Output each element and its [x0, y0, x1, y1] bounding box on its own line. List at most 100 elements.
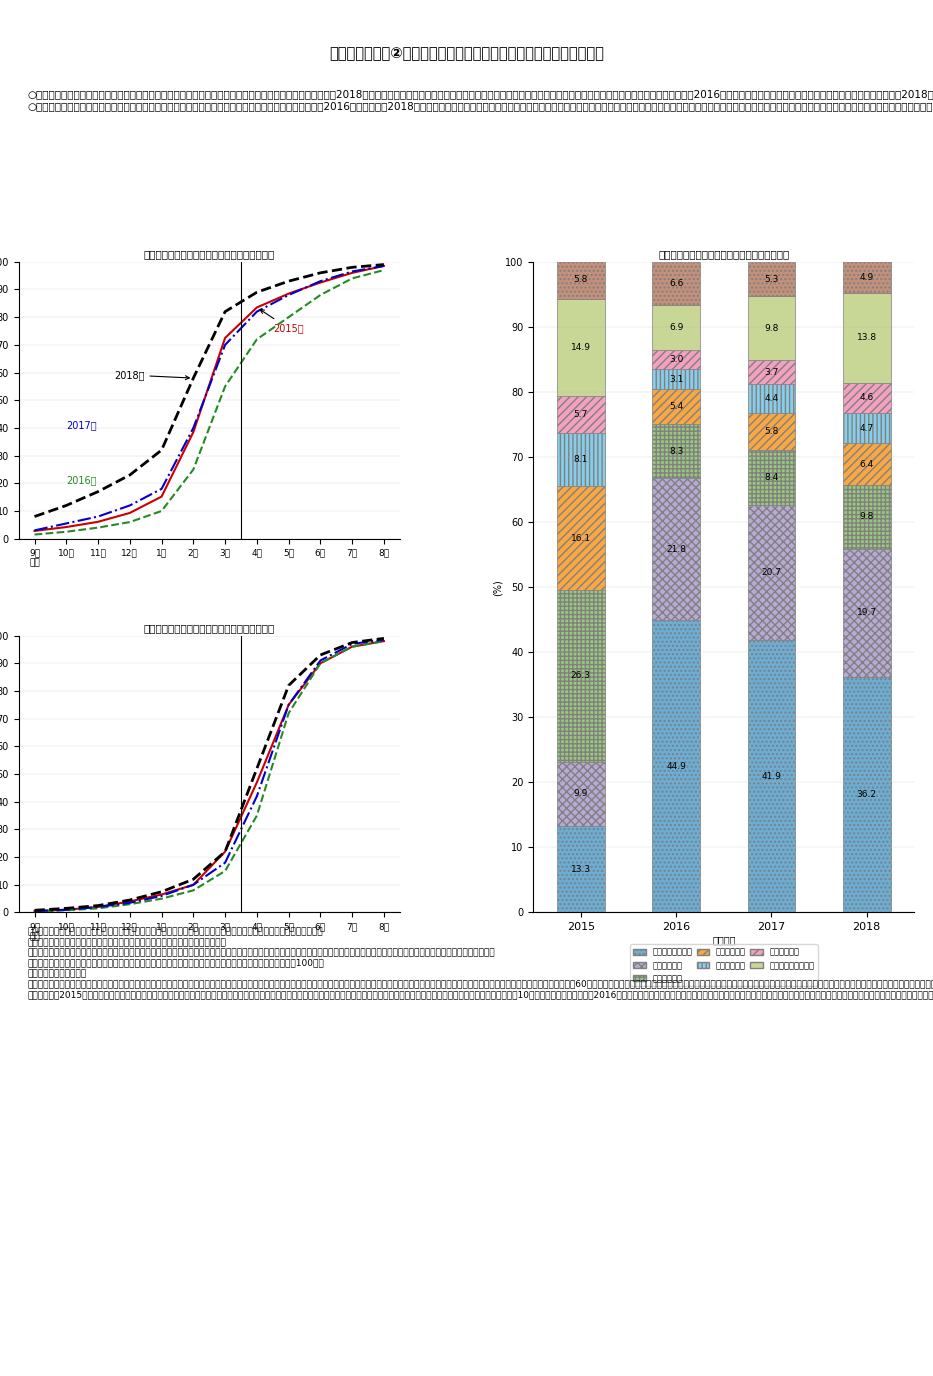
2018年: [188, 370, 199, 387]
2015年: [283, 696, 294, 713]
2017年: [29, 903, 40, 919]
2016年: [29, 526, 40, 542]
Text: 13.8: 13.8: [856, 333, 877, 343]
2017年: [314, 272, 326, 289]
2016年: [283, 705, 294, 721]
Bar: [842, 293, 890, 383]
Bar: [842, 484, 890, 549]
2016年: [219, 863, 230, 879]
Bar: [557, 486, 605, 590]
Bar: [747, 505, 795, 640]
Bar: [652, 424, 700, 479]
Bar: [842, 383, 890, 413]
2015年: [124, 893, 135, 910]
Bar: [842, 443, 890, 484]
Legend: ３ヶ月間程度以内, ４ヶ月間程度, ５ヶ月間程度, ６ヶ月間程度, ７ヶ月間程度, ８ヶ月間程度, まだ終わっていない: ３ヶ月間程度以内, ４ヶ月間程度, ５ヶ月間程度, ６ヶ月間程度, ７ヶ月間程度…: [630, 944, 817, 987]
2016年: [188, 461, 199, 477]
Bar: [747, 413, 795, 450]
2017年: [61, 901, 72, 918]
2017年: [61, 515, 72, 531]
2015年: [346, 264, 357, 281]
2016年: [378, 261, 389, 278]
Line: 2018年: 2018年: [35, 264, 383, 516]
Text: 3.0: 3.0: [669, 355, 683, 363]
2016年: [124, 513, 135, 530]
Text: 3.1: 3.1: [669, 374, 683, 384]
2017年: [156, 480, 167, 497]
Text: コラム１－２－②図　就職活動の始まりと終わりの時期の認識の推移: コラム１－２－②図 就職活動の始まりと終わりの時期の認識の推移: [329, 45, 604, 61]
Text: 4.6: 4.6: [859, 394, 874, 402]
2017年: [378, 632, 389, 648]
Line: 2015年: 2015年: [35, 266, 383, 531]
2016年: [92, 900, 104, 916]
Bar: [557, 826, 605, 912]
2018年: [92, 897, 104, 914]
2016年: [188, 882, 199, 899]
Text: 8.1: 8.1: [574, 455, 588, 464]
2017年: [188, 877, 199, 893]
2015年: [188, 877, 199, 893]
2017年: [92, 899, 104, 915]
Title: （３）就職活動の始まりから終わりまでの期間: （３）就職活動の始まりから終わりまでの期間: [658, 249, 789, 260]
Line: 2017年: 2017年: [35, 266, 383, 530]
Text: 13.3: 13.3: [571, 864, 591, 874]
Text: 44.9: 44.9: [666, 762, 686, 771]
2018年: [156, 442, 167, 458]
2017年: [283, 286, 294, 303]
2015年: [378, 257, 389, 274]
Line: 2016年: 2016年: [35, 270, 383, 534]
2017年: [156, 888, 167, 904]
Text: 8.4: 8.4: [764, 473, 778, 483]
2017年: [92, 508, 104, 524]
2016年: [346, 638, 357, 655]
Y-axis label: (%): (%): [493, 579, 502, 596]
2015年: [378, 633, 389, 649]
2018年: [61, 497, 72, 513]
2016年: [61, 903, 72, 919]
2018年: [314, 647, 326, 663]
Bar: [557, 396, 605, 433]
2015年: [92, 513, 104, 530]
Bar: [652, 621, 700, 912]
Text: 6.6: 6.6: [669, 279, 683, 288]
2015年: [156, 886, 167, 903]
Bar: [652, 261, 700, 304]
2015年: [314, 274, 326, 290]
2015年: [29, 523, 40, 539]
2016年: [251, 808, 262, 824]
2016年: [346, 270, 357, 286]
Title: （１）就職活動の始まりの時期についての認識: （１）就職活動の始まりの時期についての認識: [144, 249, 275, 260]
2016年: [251, 332, 262, 348]
2015年: [346, 638, 357, 655]
2018年: [346, 634, 357, 651]
Bar: [747, 261, 795, 296]
2018年: [251, 283, 262, 300]
Bar: [557, 433, 605, 486]
2018年: [124, 892, 135, 908]
Bar: [842, 413, 890, 443]
Text: 26.3: 26.3: [571, 671, 591, 681]
2015年: [29, 903, 40, 919]
Text: 19.7: 19.7: [856, 608, 877, 618]
2015年: [219, 843, 230, 860]
2017年: [346, 636, 357, 652]
Bar: [652, 350, 700, 369]
Text: 2018年: 2018年: [114, 370, 189, 380]
Bar: [747, 640, 795, 912]
Line: 2016年: 2016年: [35, 641, 383, 912]
2018年: [29, 508, 40, 524]
Text: 資料出所　内閣府「学生の就職・採用活動開始時期等に関する調査」をもとに厚生労働省政策統括官付政策統括室にて作成
（注）　１）大学４年生を対象に、公務員及び教職員: 資料出所 内閣府「学生の就職・採用活動開始時期等に関する調査」をもとに厚生労働省…: [28, 927, 933, 999]
Bar: [842, 677, 890, 912]
2017年: [251, 788, 262, 805]
Text: 9.8: 9.8: [859, 512, 874, 522]
Text: 6.4: 6.4: [859, 460, 874, 469]
2017年: [124, 497, 135, 513]
2018年: [219, 303, 230, 319]
2018年: [314, 264, 326, 281]
2018年: [219, 843, 230, 860]
2015年: [61, 519, 72, 535]
2017年: [219, 337, 230, 354]
2017年: [251, 303, 262, 319]
Text: 14.9: 14.9: [571, 343, 591, 352]
2015年: [124, 505, 135, 522]
